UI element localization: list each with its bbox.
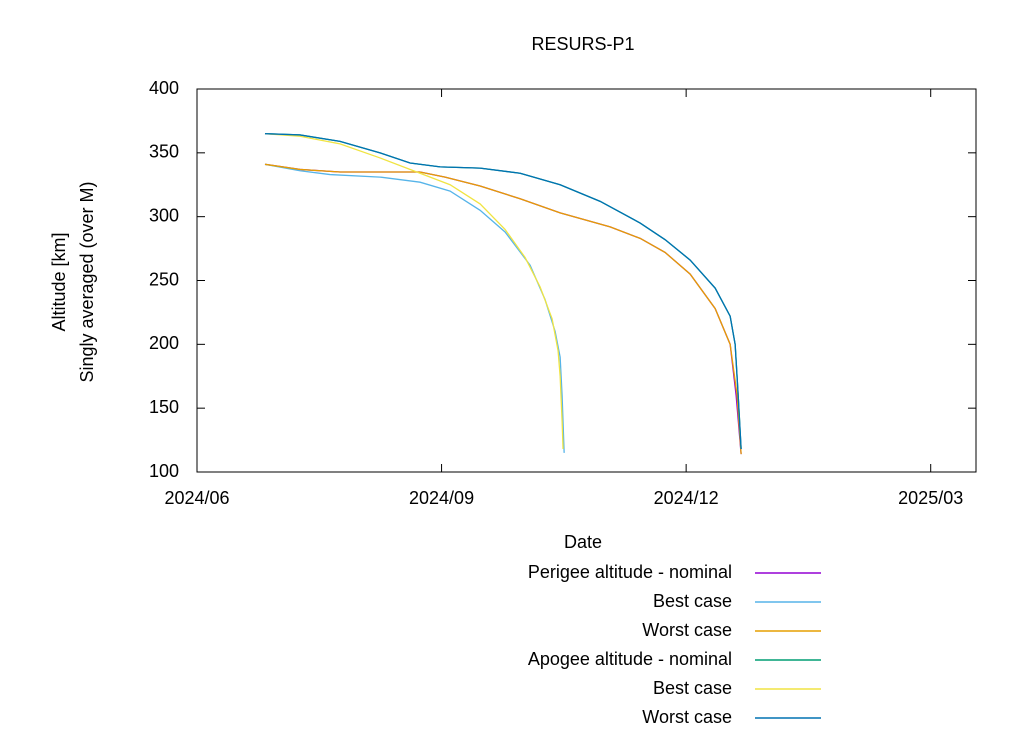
y-tick-label: 150 [149, 397, 179, 417]
chart-title: RESURS-P1 [531, 34, 634, 54]
y-tick-label: 400 [149, 78, 179, 98]
y-tick-label: 300 [149, 205, 179, 225]
series-line [264, 163, 565, 453]
legend-label: Apogee altitude - nominal [528, 649, 732, 669]
x-tick-label: 2024/12 [654, 488, 719, 508]
legend-label: Perigee altitude - nominal [528, 562, 732, 582]
x-tick-label: 2024/06 [164, 488, 229, 508]
y-tick-label: 350 [149, 142, 179, 162]
legend-label: Worst case [642, 707, 732, 727]
y-axis-label: Singly averaged (over M) [77, 181, 97, 382]
legend-label: Worst case [642, 620, 732, 640]
series-line [264, 163, 742, 455]
series-line [264, 133, 742, 450]
y-tick-label: 100 [149, 461, 179, 481]
y-tick-label: 200 [149, 333, 179, 353]
y-tick-label: 250 [149, 269, 179, 289]
legend-label: Best case [653, 678, 732, 698]
x-axis-label: Date [564, 532, 602, 552]
x-tick-label: 2025/03 [898, 488, 963, 508]
y-axis-label: Altitude [km] [49, 232, 69, 331]
plot-frame [196, 88, 977, 473]
series-line [264, 133, 742, 450]
legend-label: Best case [653, 591, 732, 611]
series-line [264, 163, 742, 455]
x-tick-label: 2024/09 [409, 488, 474, 508]
series-line [264, 133, 564, 450]
